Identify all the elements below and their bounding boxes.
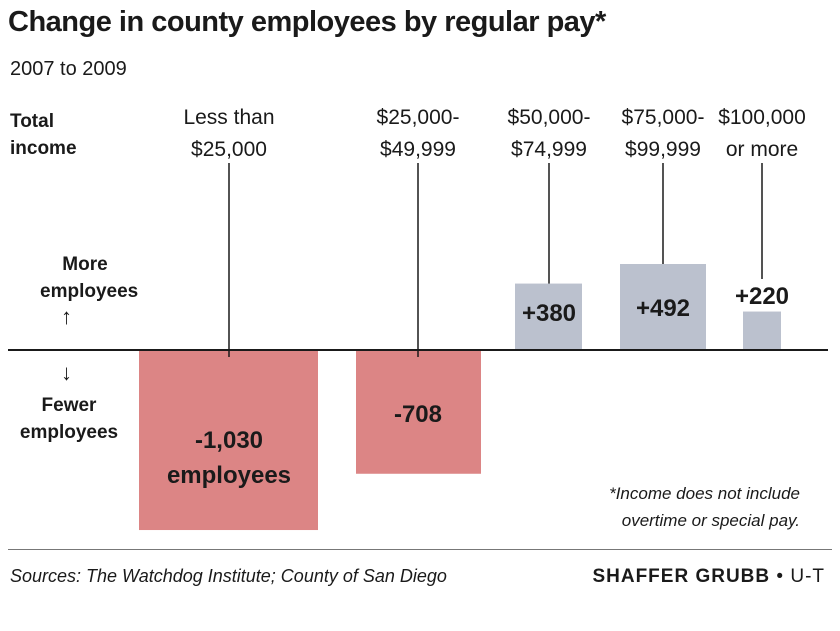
credit-separator: • (770, 566, 791, 587)
more-employees-label: More employees (40, 251, 139, 305)
data-label-2-0: +380 (522, 300, 576, 327)
bar-3 (620, 263, 706, 350)
bar-4 (743, 311, 781, 350)
more-employees-line-2: employees (40, 281, 139, 302)
bar-2 (515, 283, 582, 350)
credit-org: U-T (790, 566, 825, 587)
category-label-1-0: $25,000- (377, 106, 460, 129)
chart-subtitle: 2007 to 2009 (10, 58, 127, 80)
category-label-4-0: $100,000 (718, 106, 806, 129)
footnote-line-2: overtime or special pay. (621, 511, 800, 530)
category-label-4-1: or more (726, 138, 798, 161)
arrow-down-icon: ↓ (61, 360, 72, 385)
category-label-1-1: $49,999 (380, 138, 456, 161)
fewer-employees-label: Fewer employees (8, 392, 130, 446)
more-employees-line-1: More (62, 254, 108, 275)
category-label-2-1: $74,999 (511, 138, 587, 161)
total-income-line-1: Total (10, 111, 54, 132)
category-label-3-1: $99,999 (625, 138, 701, 161)
fewer-employees-line-1: Fewer (41, 395, 97, 416)
data-label-4-0: +220 (735, 283, 789, 310)
credit-line: SHAFFER GRUBB • U-T (592, 566, 825, 588)
category-label-2-0: $50,000- (508, 106, 591, 129)
data-label-0-1: employees (167, 462, 291, 489)
total-income-label: Total income (10, 108, 77, 162)
chart-title: Change in county employees by regular pa… (8, 6, 606, 38)
footnote: *Income does not include overtime or spe… (609, 480, 800, 534)
footnote-line-1: *Income does not include (609, 484, 800, 503)
data-label-1-0: -708 (394, 401, 442, 428)
category-label-0-0: Less than (183, 106, 274, 129)
fewer-employees-line-2: employees (19, 422, 119, 443)
arrow-up-icon: ↑ (61, 304, 72, 329)
bottom-divider (8, 549, 832, 550)
bar-0 (139, 350, 318, 531)
sources-note: Sources: The Watchdog Institute; County … (10, 566, 447, 586)
category-label-3-0: $75,000- (622, 106, 705, 129)
data-label-0-0: -1,030 (195, 427, 263, 454)
total-income-line-2: income (10, 138, 77, 159)
credit-name: SHAFFER GRUBB (592, 566, 771, 587)
category-label-0-1: $25,000 (191, 138, 267, 161)
bar-1 (356, 350, 481, 474)
data-label-3-0: +492 (636, 295, 690, 322)
